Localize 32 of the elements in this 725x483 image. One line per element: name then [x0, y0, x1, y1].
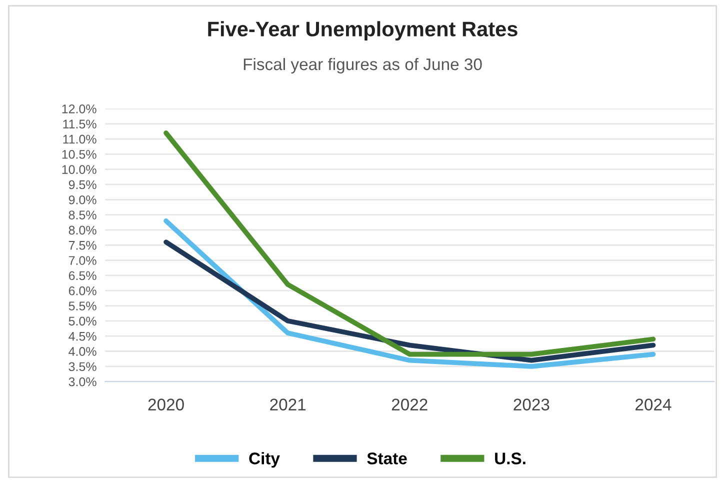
y-tick-label: 11.0% — [63, 134, 96, 144]
y-tick-label: 10.5% — [62, 150, 96, 159]
y-tick-label: 5.0% — [68, 316, 96, 326]
chart-title: Five-Year Unemployment Rates — [208, 21, 518, 41]
y-tick-label: 3.0% — [68, 377, 96, 386]
y-tick-label: 10.0% — [62, 165, 96, 174]
y-tick-label: 6.0% — [68, 286, 96, 296]
legend-label: U.S. — [495, 452, 526, 464]
line-series — [164, 130, 656, 357]
x-tick-label: 2020 — [148, 398, 184, 410]
line-series — [164, 218, 656, 369]
x-tick-label: 2021 — [270, 398, 306, 410]
line-series — [164, 240, 656, 363]
chart-subtitle: Fiscal year figures as of June 30 — [244, 58, 482, 74]
y-tick-label: 7.5% — [68, 240, 96, 250]
y-tick-label: 11.5% — [63, 120, 96, 128]
x-tick-label: 2023 — [514, 398, 550, 410]
legend-label: City — [249, 452, 280, 468]
y-tick-label: 4.0% — [68, 347, 96, 356]
legend-label: State — [367, 452, 407, 464]
y-tick-label: 6.5% — [68, 271, 96, 280]
y-tick-label: 9.5% — [68, 180, 96, 190]
y-tick-label: 4.5% — [68, 332, 96, 341]
y-tick-label: 7.0% — [68, 256, 96, 265]
y-tick-label: 8.5% — [68, 210, 96, 220]
x-tick-label: 2024 — [636, 398, 672, 410]
x-tick-label: 2022 — [392, 398, 428, 410]
y-tick-label: 8.0% — [68, 226, 96, 235]
y-tick-label: 9.0% — [68, 195, 96, 204]
y-tick-label: 3.5% — [68, 362, 96, 372]
y-tick-label: 12.0% — [62, 104, 96, 114]
y-tick-label: 5.5% — [68, 302, 96, 310]
